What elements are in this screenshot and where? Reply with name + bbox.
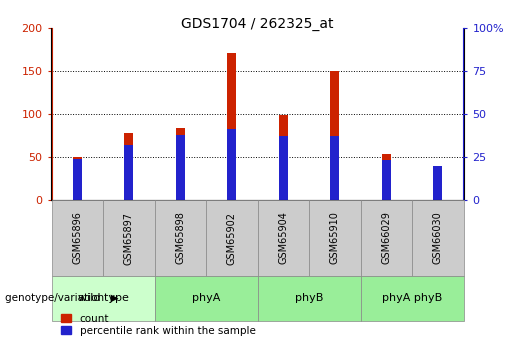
Text: GSM65897: GSM65897: [124, 211, 134, 265]
Text: GSM65902: GSM65902: [227, 211, 237, 265]
Text: GSM65898: GSM65898: [175, 211, 185, 265]
Bar: [227, 129, 236, 200]
Text: GSM65910: GSM65910: [330, 211, 340, 265]
Bar: [279, 136, 288, 200]
Bar: [227, 52, 236, 200]
Bar: [309, 200, 360, 276]
Bar: [103, 200, 154, 276]
Text: GSM66029: GSM66029: [381, 211, 391, 265]
Text: GSM66030: GSM66030: [433, 212, 443, 264]
Bar: [176, 135, 185, 200]
Text: phyB: phyB: [295, 294, 323, 303]
Bar: [124, 133, 133, 200]
Bar: [52, 200, 103, 276]
Text: wild type: wild type: [78, 294, 128, 303]
Text: GSM65904: GSM65904: [278, 211, 288, 265]
Text: GSM65896: GSM65896: [72, 211, 82, 265]
Text: phyA phyB: phyA phyB: [382, 294, 442, 303]
Bar: [154, 200, 206, 276]
Bar: [382, 160, 391, 200]
Bar: [382, 154, 391, 200]
Bar: [73, 159, 82, 200]
Bar: [206, 200, 258, 276]
Bar: [258, 276, 360, 321]
Text: GDS1704 / 262325_at: GDS1704 / 262325_at: [181, 17, 334, 31]
Bar: [330, 71, 339, 200]
Text: genotype/variation  ▶: genotype/variation ▶: [5, 294, 119, 303]
Bar: [433, 171, 442, 200]
Bar: [360, 200, 412, 276]
Bar: [154, 276, 258, 321]
Bar: [73, 157, 82, 200]
Bar: [52, 276, 154, 321]
Bar: [124, 145, 133, 200]
Bar: [412, 200, 464, 276]
Bar: [279, 115, 288, 200]
Text: phyA: phyA: [192, 294, 220, 303]
Bar: [176, 128, 185, 200]
Legend: count, percentile rank within the sample: count, percentile rank within the sample: [57, 309, 260, 340]
Bar: [258, 200, 309, 276]
Bar: [433, 166, 442, 200]
Bar: [330, 136, 339, 200]
Bar: [360, 276, 464, 321]
